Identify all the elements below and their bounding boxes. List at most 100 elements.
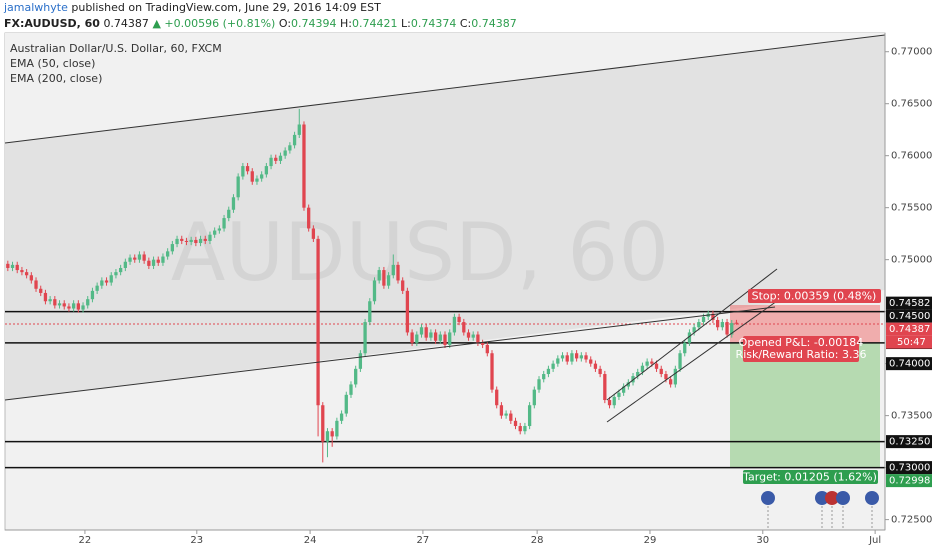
candle-body (372, 280, 377, 302)
candle-body (147, 260, 151, 266)
candle-body (208, 234, 212, 241)
legend-ema200: EMA (200, close) (10, 72, 102, 85)
price-label: 0.73250 (889, 437, 930, 448)
candle-body (621, 386, 626, 393)
candle-body (330, 431, 334, 437)
candle-body (260, 174, 264, 179)
arrow: ▲ (152, 17, 161, 30)
price-label-bg (886, 435, 932, 449)
candle-body (438, 334, 442, 341)
candle-body (377, 270, 381, 281)
candle-body (589, 359, 593, 364)
candle-body (335, 420, 339, 437)
candle-body (386, 275, 391, 286)
candle-body (410, 332, 414, 343)
candle-body (734, 322, 739, 324)
candle-body (640, 365, 645, 372)
candle-body (523, 426, 527, 432)
trend-line (606, 300, 778, 423)
chart: AUDUSD, 60 Australian Dollar/U.S. Dollar… (4, 32, 932, 546)
candle-body (10, 264, 15, 268)
event-icon[interactable] (815, 491, 829, 505)
candle-body (433, 332, 438, 341)
event-icon[interactable] (761, 491, 775, 505)
ohlc-c: C: (459, 17, 472, 30)
candle-body (307, 207, 311, 229)
y-tick-label: 0.76500 (891, 99, 932, 110)
candle-body (593, 363, 598, 369)
candle-body (664, 374, 668, 380)
countdown-bg (886, 335, 932, 349)
candle-body (631, 376, 635, 383)
candle-body (180, 238, 184, 241)
ohlc-h: H: (340, 17, 353, 30)
candle-body (161, 256, 165, 263)
candle-body (90, 290, 95, 300)
candle-body (194, 239, 198, 244)
ohlc-h-value: 0.74421 (352, 17, 398, 30)
candle-body (424, 327, 428, 338)
event-icons (761, 491, 879, 530)
price-label-bg (886, 474, 932, 488)
candle-body (720, 322, 724, 328)
candle-body (448, 332, 452, 345)
y-tick-label: 0.75000 (891, 255, 932, 266)
candle-body (48, 299, 52, 302)
candle-body (532, 389, 536, 406)
price-label: 0.72998 (889, 476, 930, 487)
candle-body (650, 361, 654, 364)
candle-body (490, 353, 494, 390)
author[interactable]: jamalwhyte (4, 1, 68, 14)
candle-body (537, 379, 541, 390)
candle-body (687, 332, 692, 343)
candle-body (668, 379, 673, 385)
candle-body (612, 396, 616, 406)
candle-body (170, 244, 174, 252)
pnl-label-bg (743, 336, 859, 362)
trend-line (4, 306, 776, 401)
marks (5, 108, 885, 469)
candle-body (363, 322, 367, 354)
candle-body (443, 334, 447, 345)
y-tick-label: 0.77000 (891, 47, 932, 58)
ohlc-o-value: 0.74394 (291, 17, 337, 30)
ohlc-l-value: 0.74374 (410, 17, 457, 30)
candle-body (603, 374, 607, 401)
candle-body (133, 257, 137, 260)
candle-body (457, 316, 461, 323)
candle-body (250, 171, 254, 182)
stop-label: Stop: 0.00359 (0.48%) (752, 290, 877, 303)
candle-body (109, 275, 113, 283)
x-tick-label: Jul (868, 535, 881, 546)
candle-body (683, 342, 687, 354)
candle-body (495, 389, 499, 406)
candle-body (396, 264, 400, 281)
event-icon[interactable] (836, 491, 850, 505)
candle-body (692, 327, 696, 333)
candle-body (556, 358, 560, 364)
candle-body (166, 251, 170, 257)
candle-body (471, 334, 475, 338)
candle-body (29, 275, 33, 281)
candle-body (527, 405, 532, 427)
y-tick-label: 0.73500 (891, 411, 932, 422)
countdown: 50:47 (897, 337, 926, 348)
candle-body (6, 263, 10, 268)
candle-body (203, 238, 207, 241)
event-icon[interactable] (865, 491, 879, 505)
candle-body (368, 301, 372, 323)
candle-body (466, 332, 471, 338)
candle-body (645, 361, 649, 366)
candle-body (236, 176, 240, 198)
publish-line: jamalwhyte published on TradingView.com,… (4, 0, 932, 16)
price-label-bg (886, 461, 932, 475)
candle-body (598, 368, 602, 375)
quote-line: FX:AUDUSD, 60 0.74387 ▲ +0.00596 (+0.81%… (4, 16, 932, 32)
candle-body (452, 316, 457, 333)
candle-body (292, 134, 297, 146)
trend-line (4, 34, 886, 144)
candle-body (142, 254, 146, 261)
candle-body (349, 384, 353, 395)
event-icon[interactable] (825, 491, 839, 505)
